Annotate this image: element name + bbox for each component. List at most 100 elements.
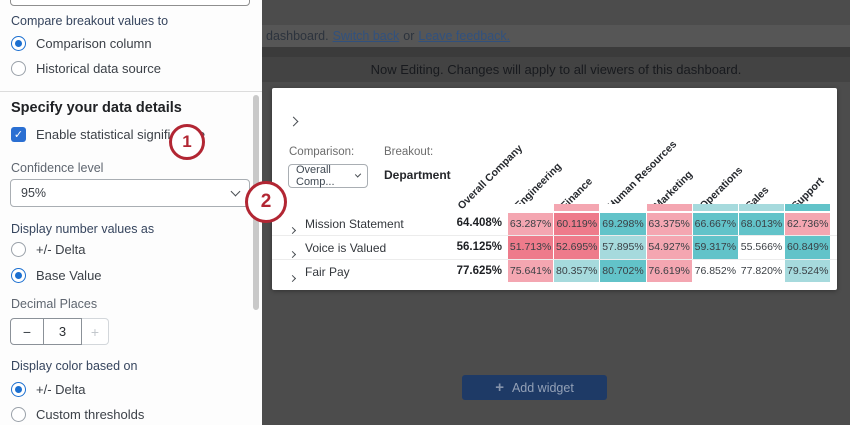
partial-cell bbox=[554, 204, 600, 211]
partial-cell bbox=[785, 204, 831, 211]
chevron-glyph bbox=[288, 274, 297, 282]
add-widget-label: Add widget bbox=[511, 380, 574, 395]
confidence-level-label: Confidence level bbox=[11, 161, 104, 175]
preview-notice-bar: dashboard. Switch back or Leave feedback… bbox=[262, 25, 850, 47]
overall-company-value: 77.625% bbox=[456, 264, 502, 277]
annotation-2-number: 2 bbox=[260, 191, 272, 212]
overall-company-value: 56.125% bbox=[456, 241, 502, 254]
heatmap-cell: 80.357% bbox=[554, 259, 600, 282]
breakout-value: Department bbox=[384, 168, 451, 182]
heatmap-cell: 75.641% bbox=[508, 259, 554, 282]
leave-feedback-link[interactable]: Leave feedback. bbox=[418, 29, 511, 43]
row-cells: 51.713% 52.695% 57.895% 54.927% 59.317% 55.56… bbox=[508, 236, 831, 259]
heatmap-cell: 76.852% bbox=[692, 259, 738, 282]
switch-back-link[interactable]: Switch back bbox=[332, 29, 400, 43]
decimal-places-value: 3 bbox=[44, 318, 82, 345]
annotation-1-number: 1 bbox=[182, 132, 192, 151]
heatmap-cell: 59.317% bbox=[692, 236, 738, 259]
radio-label: Historical data source bbox=[36, 61, 161, 76]
radio-selected-icon[interactable] bbox=[11, 36, 26, 51]
confidence-level-select[interactable]: 95% bbox=[10, 179, 250, 207]
partial-cell bbox=[508, 204, 554, 211]
decimal-places-stepper: − 3 + bbox=[10, 318, 109, 345]
table-row: Mission Statement 64.408% 63.287% 60.119% 69… bbox=[272, 212, 837, 235]
heatmap-cell: 62.736% bbox=[785, 212, 831, 235]
heatmap-cell: 80.702% bbox=[600, 259, 646, 282]
plus-icon: + bbox=[495, 379, 504, 396]
expand-chevron-icon[interactable] bbox=[288, 268, 297, 286]
chevron-down-icon bbox=[230, 186, 241, 197]
radio-selected-icon[interactable] bbox=[11, 382, 26, 397]
radio-label: +/- Delta bbox=[36, 382, 86, 397]
partial-row-above bbox=[508, 204, 831, 211]
section-divider bbox=[0, 91, 262, 92]
heatmap-cell: 54.927% bbox=[646, 236, 692, 259]
partial-cell bbox=[600, 204, 646, 211]
enable-significance-checkbox-row[interactable]: ✓ Enable statistical significance bbox=[11, 127, 205, 142]
chevron-glyph bbox=[288, 251, 297, 259]
heatmap-cell: 66.667% bbox=[692, 212, 738, 235]
enable-significance-label: Enable statistical significance bbox=[36, 127, 206, 142]
annotation-circle-2: 2 bbox=[245, 181, 287, 223]
table-row: Fair Pay 77.625% 75.641% 80.357% 80.702% 76.6… bbox=[272, 258, 837, 282]
display-color-label: Display color based on bbox=[11, 359, 138, 373]
overall-company-value: 64.408% bbox=[456, 217, 502, 229]
radio-unselected-icon[interactable] bbox=[11, 61, 26, 76]
partial-cell bbox=[646, 204, 692, 211]
table-row: Voice is Valued 56.125% 51.713% 52.695% 57.8… bbox=[272, 235, 837, 259]
radio-option[interactable]: Custom thresholds bbox=[11, 407, 144, 422]
display-number-values-label: Display number values as bbox=[11, 222, 155, 236]
radio-option[interactable]: Base Value bbox=[11, 268, 102, 283]
heatmap-cell: 68.013% bbox=[738, 212, 785, 235]
increment-button[interactable]: + bbox=[82, 318, 109, 345]
comparison-value: Overall Comp... bbox=[296, 164, 335, 188]
heatmap-cell: 55.566% bbox=[738, 236, 785, 259]
widget-settings-panel: Compare breakout values to Comparison co… bbox=[0, 0, 262, 425]
previous-field-remnant[interactable] bbox=[10, 0, 250, 6]
radio-dot bbox=[15, 40, 22, 47]
heatmap-cell: 51.713% bbox=[508, 236, 554, 259]
radio-label: +/- Delta bbox=[36, 242, 86, 257]
comparison-select[interactable]: Overall Comp... bbox=[288, 164, 368, 188]
heatmap-cell: 77.820% bbox=[738, 259, 785, 282]
heatmap-cell: 63.375% bbox=[646, 212, 692, 235]
collapse-chevron-icon[interactable] bbox=[288, 112, 299, 130]
heatmap-cell: 79.524% bbox=[785, 259, 831, 282]
heatmap-cell: 63.287% bbox=[508, 212, 554, 235]
heatmap-cell: 69.298% bbox=[600, 212, 646, 235]
row-label: Voice is Valued bbox=[305, 241, 387, 256]
add-widget-button[interactable]: + Add widget bbox=[462, 375, 607, 400]
radio-option[interactable]: Historical data source bbox=[11, 61, 161, 76]
heatmap-cell: 76.619% bbox=[646, 259, 692, 282]
decrement-button[interactable]: − bbox=[10, 318, 44, 345]
radio-unselected-icon[interactable] bbox=[11, 407, 26, 422]
radio-label: Base Value bbox=[36, 268, 102, 283]
notice-or-text: or bbox=[403, 29, 415, 43]
heatmap-cell: 60.119% bbox=[554, 212, 600, 235]
radio-option[interactable]: Comparison column bbox=[11, 36, 152, 51]
table-body: Mission Statement 64.408% 63.287% 60.119% 69… bbox=[272, 212, 837, 282]
radio-dot bbox=[15, 272, 22, 279]
radio-unselected-icon[interactable] bbox=[11, 242, 26, 257]
radio-option[interactable]: +/- Delta bbox=[11, 382, 86, 397]
radio-label: Custom thresholds bbox=[36, 407, 145, 422]
annotation-circle-1: 1 bbox=[169, 124, 205, 160]
checkbox-checked-icon[interactable]: ✓ bbox=[11, 127, 26, 142]
compare-breakout-label: Compare breakout values to bbox=[11, 14, 169, 28]
row-label: Fair Pay bbox=[305, 264, 350, 279]
decimal-places-label: Decimal Places bbox=[11, 297, 98, 311]
radio-dot bbox=[15, 386, 22, 393]
radio-label: Comparison column bbox=[36, 36, 152, 51]
data-details-heading: Specify your data details bbox=[11, 100, 182, 116]
partial-cell bbox=[692, 204, 738, 211]
radio-selected-icon[interactable] bbox=[11, 268, 26, 283]
divider-strip bbox=[262, 47, 850, 57]
heatmap-cell: 60.849% bbox=[785, 236, 831, 259]
row-label: Mission Statement bbox=[305, 217, 404, 231]
breakout-table-widget: Comparison: Overall Comp... Breakout: De… bbox=[272, 88, 837, 290]
radio-option[interactable]: +/- Delta bbox=[11, 242, 86, 257]
heatmap-cell: 57.895% bbox=[600, 236, 646, 259]
chevron-glyph bbox=[288, 226, 297, 235]
breakout-label: Breakout: bbox=[384, 146, 434, 158]
confidence-level-value: 95% bbox=[21, 186, 47, 200]
